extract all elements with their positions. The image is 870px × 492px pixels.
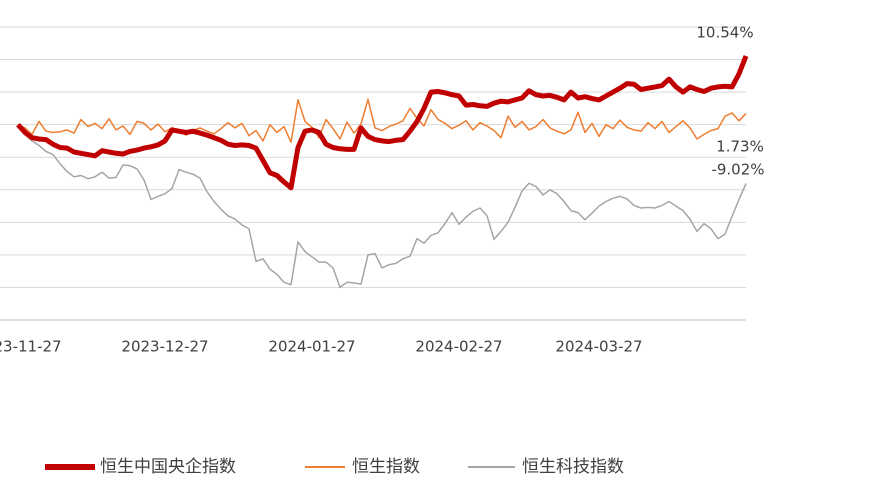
end-label: -9.02% xyxy=(711,161,764,179)
end-label: 1.73% xyxy=(716,138,764,156)
legend-label: 恒生中国央企指数 xyxy=(100,457,236,477)
x-tick-label: 2023-11-27 xyxy=(0,338,62,356)
series-line xyxy=(17,124,747,289)
x-tick-label: 2024-02-27 xyxy=(415,338,502,356)
series-line xyxy=(17,98,747,143)
legend-label: 恒生指数 xyxy=(352,457,420,477)
end-label: 10.54% xyxy=(696,24,753,42)
series-line xyxy=(16,55,749,191)
legend: 恒生中国央企指数 恒生指数 恒生科技指数 xyxy=(45,457,624,477)
legend-label: 恒生科技指数 xyxy=(522,457,624,477)
x-tick-label: 2024-03-27 xyxy=(555,338,642,356)
x-tick-label: 2024-01-27 xyxy=(268,338,355,356)
x-tick-label: 2023-12-27 xyxy=(121,338,208,356)
